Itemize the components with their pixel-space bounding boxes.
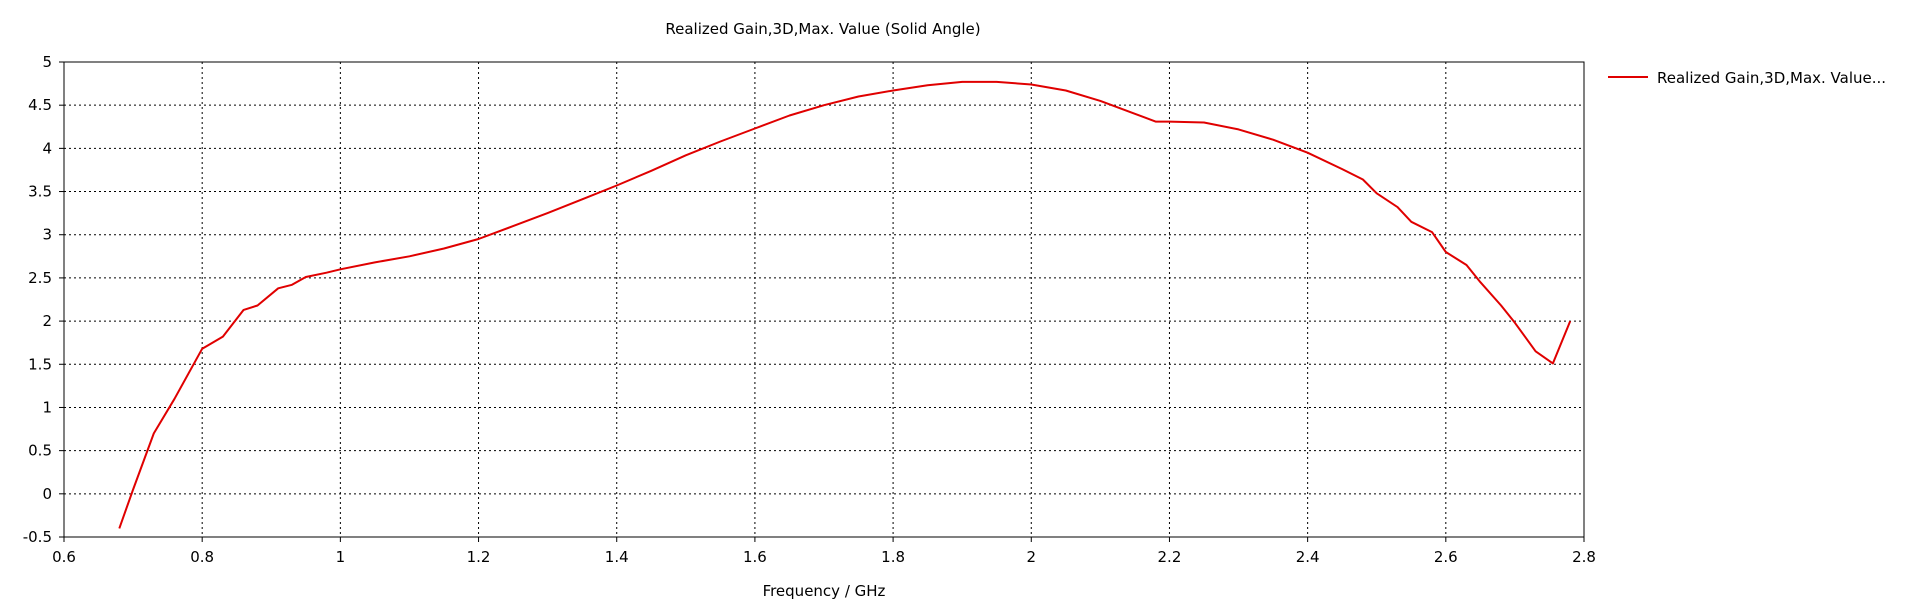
y-tick-label: 3.5 — [28, 183, 52, 201]
y-tick-label: 4 — [42, 139, 52, 157]
x-tick-label: 2.2 — [1158, 548, 1182, 566]
x-tick-label: 2.4 — [1296, 548, 1320, 566]
x-tick-label: 2.8 — [1572, 548, 1596, 566]
x-tick-label: 2 — [1026, 548, 1036, 566]
x-tick-label: 0.8 — [190, 548, 214, 566]
y-tick-label: 1.5 — [28, 355, 52, 373]
y-tick-label: 2.5 — [28, 269, 52, 287]
legend: Realized Gain,3D,Max. Value... — [1608, 69, 1886, 87]
legend-label-series-1: Realized Gain,3D,Max. Value... — [1657, 69, 1886, 87]
x-tick-label: 1.8 — [881, 548, 905, 566]
y-tick-label: 0.5 — [28, 442, 52, 460]
x-tick-label: 1.4 — [605, 548, 629, 566]
x-tick-label: 1.6 — [743, 548, 767, 566]
y-tick-label: 2 — [42, 312, 52, 330]
x-axis-ticks: 0.6 0.8 1 1.2 1.4 1.6 1.8 2 2.2 2.4 2.6 2.8 — [52, 537, 1596, 566]
y-tick-label: 3 — [42, 226, 52, 244]
grid-lines — [64, 62, 1584, 537]
x-axis-label: Frequency / GHz — [763, 582, 886, 600]
x-tick-label: 1.2 — [467, 548, 491, 566]
y-tick-label: 4.5 — [28, 96, 52, 114]
chart-title: Realized Gain,3D,Max. Value (Solid Angle… — [665, 20, 980, 38]
x-tick-label: 0.6 — [52, 548, 76, 566]
series-layer — [118, 80, 1572, 529]
y-tick-label: 5 — [42, 53, 52, 71]
x-tick-label: 1 — [336, 548, 346, 566]
x-tick-label: 2.6 — [1434, 548, 1458, 566]
y-tick-label: 1 — [42, 398, 52, 416]
y-tick-label: -0.5 — [23, 528, 52, 546]
series-line-1 — [118, 80, 1572, 529]
plot-area-frame — [63, 61, 1585, 538]
y-tick-label: 0 — [42, 485, 52, 503]
y-axis-ticks: -0.5 0 0.5 1 1.5 2 2.5 3 3.5 4 4.5 5 — [23, 53, 64, 546]
